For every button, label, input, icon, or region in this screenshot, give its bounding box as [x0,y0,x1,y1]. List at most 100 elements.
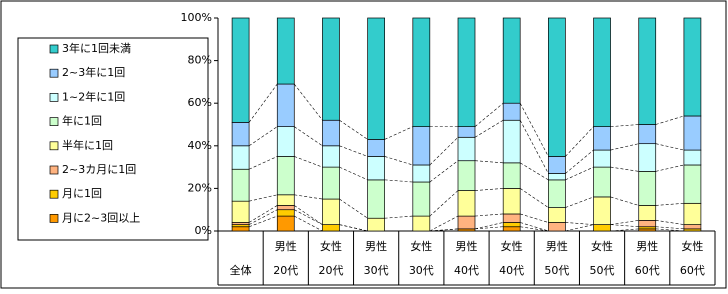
series-connector [520,162,549,181]
legend-swatch [49,93,59,102]
x-tick-label: 男性 [365,239,387,253]
bar-segment [412,126,431,166]
x-tick-label: 30代 [364,264,389,277]
bar-segment [276,209,295,217]
bar-segment [593,17,611,127]
bar-segment [412,17,431,127]
bar-segment [502,102,521,121]
series-connector [565,149,594,174]
bar-segment [322,119,340,147]
legend-label: 月に2~3回以上 [62,211,140,224]
legend-swatch [49,165,59,175]
y-tick-label: 80% [188,54,212,67]
bar-segment [457,160,476,191]
series-connector [429,137,459,166]
bar-segment [276,205,295,211]
y-tick-label: 60% [188,96,212,109]
bar-segment [593,166,611,198]
legend-swatch [49,141,59,151]
series-connector [294,205,323,225]
bar-segment [457,190,476,217]
bar-segment [502,226,521,232]
bar-segment [276,194,295,206]
bar-segment [276,215,295,232]
bar-segment [276,17,295,85]
bar-segment [593,196,611,225]
bar-segment [502,222,521,228]
bar-segment [593,149,611,168]
series-connector [339,145,368,157]
x-tick-label: 男性 [275,239,297,253]
series-connector [384,126,413,140]
bar-segment [276,83,295,127]
legend-label: 月に1回 [62,187,102,200]
series-connector [248,215,278,228]
x-tick-label: 女性 [501,239,523,253]
legend-label: 3年に1回未満 [62,41,131,55]
legend-swatch [49,189,59,199]
bar-segment [412,164,431,183]
bar-segment [276,156,295,196]
bar-segment [548,156,566,174]
legend-swatch [49,44,59,54]
series-connector [339,119,368,140]
legend-label: 2~3カ月に1回 [62,163,136,176]
x-tick-label: 全体 [230,263,252,277]
x-tick-label: 40代 [454,264,479,277]
y-tick-label: 0% [195,224,212,237]
series-connector [339,198,368,219]
x-tick-label: 女性 [410,239,432,253]
bar-segment [457,17,476,127]
x-tick-label: 女性 [591,239,613,253]
y-tick-label: 100% [181,11,212,24]
legend-label: 2~3年に1回 [62,65,125,79]
bar-segment [231,226,250,232]
bar-segment [548,17,566,157]
x-tick-label: 30代 [409,264,434,277]
series-connector [474,119,504,138]
bar-segment [231,200,250,223]
bar-segment [367,179,385,219]
x-tick-label: 男性 [456,239,478,253]
x-tick-label: 40代 [499,264,524,277]
series-connector [519,103,549,157]
legend-swatch [49,117,59,126]
series-connector [294,209,323,225]
series-connector [474,102,504,127]
bar-segment [457,126,476,138]
series-connector [429,160,459,183]
legend-label: 半年に1回 [62,138,113,152]
series-connector [294,126,323,147]
bar-segment [548,222,566,232]
bar-segment [231,17,250,123]
series-connector [248,209,278,225]
bar-segment [231,122,250,147]
bar-segment [502,213,521,223]
bar-segment [683,202,702,225]
x-tick-label: 男性 [546,239,568,253]
bar-segment [638,220,657,228]
bar-segment [638,171,657,206]
x-tick-label: 20代 [318,264,343,277]
x-tick-label: 20代 [273,264,298,277]
series-connector [429,215,459,232]
series-connector [339,166,368,181]
x-tick-label: 50代 [590,264,615,277]
bar-segment [548,179,566,208]
x-tick-label: 50代 [544,264,569,277]
legend-label: 年に1回 [62,114,102,128]
bar-segment [593,224,611,232]
legend-label: 1~2年に1回 [62,89,125,103]
bar-segment [548,207,566,223]
bar-segment [322,145,340,168]
series-connector [248,205,278,223]
bar-segment [457,136,476,162]
bar-segment [502,188,521,215]
y-tick-label: 20% [188,181,212,194]
bar-segment [683,115,702,151]
series-connector [429,190,459,217]
legend-swatch [49,68,59,78]
bar-segment [367,156,385,181]
bar-segment [593,126,611,151]
